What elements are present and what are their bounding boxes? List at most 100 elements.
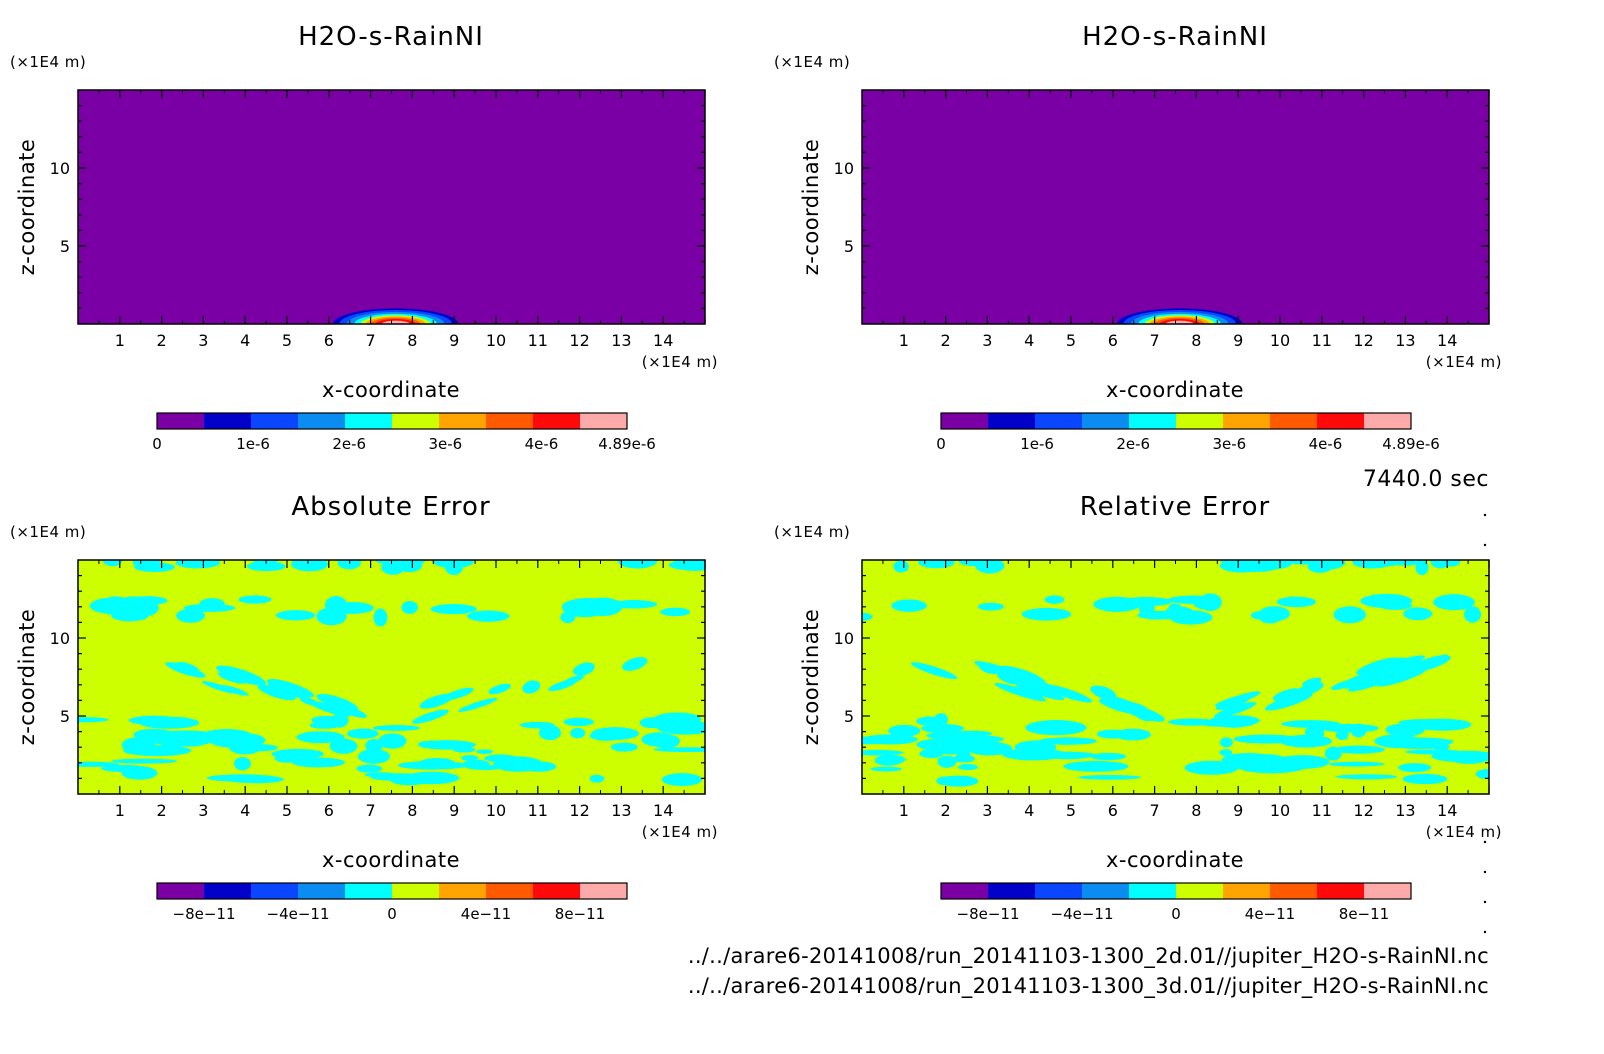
x-tick-label: 11 (1312, 331, 1332, 350)
x-tick-label: 7 (366, 331, 376, 350)
colorbar-swatch (941, 413, 989, 429)
error-patch (1015, 681, 1046, 695)
x-tick-label: 9 (1233, 801, 1243, 820)
colorbar-swatch (1129, 883, 1177, 899)
plot-area (78, 90, 705, 324)
error-patch (418, 757, 456, 770)
colorbar-swatch (1176, 413, 1224, 429)
error-patch (412, 709, 449, 724)
error-patch (1374, 734, 1421, 749)
rain-contour-8 (381, 320, 410, 324)
error-patch (356, 764, 383, 773)
error-patch (617, 560, 658, 569)
error-patch (1096, 729, 1130, 739)
x-unit-label: (×1E4 m) (642, 353, 718, 371)
colorbar-swatch (298, 883, 346, 899)
error-patch (337, 743, 353, 752)
x-tick-label: 1 (115, 801, 125, 820)
error-patch (1137, 610, 1180, 620)
plot-area (862, 560, 1489, 794)
error-patch (175, 560, 220, 569)
colorbar-frame (940, 412, 1412, 430)
error-patch (1025, 720, 1087, 736)
colorbar-swatch (1364, 413, 1412, 429)
colorbar-label: −8e−11 (957, 905, 1020, 923)
colorbar-label: 8e−11 (555, 905, 605, 923)
error-patch (233, 756, 251, 771)
colorbar-swatch (533, 883, 581, 899)
error-patch (1373, 598, 1401, 609)
error-patch (1332, 745, 1385, 754)
colorbar-label: 4.89e-6 (1382, 435, 1440, 453)
colorbar-swatch (941, 883, 989, 899)
error-patch (1274, 755, 1330, 769)
colorbar-label: 0 (936, 435, 946, 453)
y-tick-label: 5 (60, 237, 70, 256)
error-patch (202, 681, 237, 694)
y-unit-label: (×1E4 m) (774, 523, 850, 541)
colorbar-swatch (392, 883, 440, 899)
plot-area (862, 90, 1489, 324)
error-patch (966, 741, 1013, 756)
x-tick-label: 13 (611, 331, 631, 350)
error-patch (957, 764, 978, 771)
x-tick-label: 14 (653, 331, 673, 350)
colorbar-label: 3e-6 (1212, 435, 1246, 453)
error-patch (1271, 697, 1296, 708)
error-patch (1198, 593, 1222, 612)
error-patch (134, 562, 175, 572)
error-patch (430, 603, 477, 615)
colorbar-swatch (345, 883, 393, 899)
timestamp: 7440.0 sec (1363, 467, 1489, 492)
x-tick-label: 10 (1270, 801, 1290, 820)
error-patch (111, 758, 178, 764)
x-axis-label: x-coordinate (322, 848, 460, 872)
error-patch (365, 739, 383, 753)
x-tick-label: 4 (1024, 801, 1034, 820)
y-tick-label: 5 (60, 707, 70, 726)
x-tick-label: 6 (1108, 801, 1118, 820)
x-unit-label: (×1E4 m) (1426, 353, 1502, 371)
error-patch (916, 738, 977, 752)
x-tick-label: 11 (1312, 801, 1332, 820)
error-patch (1333, 606, 1366, 624)
error-patch (257, 684, 296, 701)
error-patch (1356, 657, 1401, 676)
x-tick-label: 3 (982, 331, 992, 350)
error-patch (390, 775, 428, 786)
error-patch (1090, 685, 1117, 700)
error-patch (997, 665, 1046, 686)
error-patch (128, 715, 179, 726)
colorbar-swatch (1223, 413, 1271, 429)
error-patch (918, 560, 955, 569)
panel-title: H2O-s-RainNI (298, 22, 484, 52)
rain-contour-8 (1165, 320, 1194, 324)
error-patch (563, 717, 594, 727)
x-tick-label: 13 (1395, 801, 1415, 820)
colorbar: 0 1e-6 2e-6 3e-6 4e-6 4.89e-6 (152, 412, 656, 453)
error-patch (337, 560, 362, 570)
error-patch (467, 610, 510, 622)
colorbar-swatch (580, 883, 628, 899)
error-patch (176, 608, 206, 623)
error-patch (1276, 596, 1316, 608)
error-patch (1063, 760, 1129, 772)
field-background (78, 560, 705, 794)
error-patch (862, 736, 900, 745)
x-tick-label: 1 (899, 331, 909, 350)
colorbar-label: 0 (1171, 905, 1181, 923)
x-tick-label: 2 (941, 331, 951, 350)
error-patch (266, 678, 314, 698)
x-tick-label: 12 (569, 331, 589, 350)
error-patch (591, 727, 639, 740)
y-unit-label: (×1E4 m) (774, 53, 850, 71)
colorbar-label: −4e−11 (267, 905, 330, 923)
colorbar-label: 2e-6 (1116, 435, 1150, 453)
colorbar-swatch (1176, 883, 1224, 899)
colorbar-label: 0 (387, 905, 397, 923)
x-axis-label: x-coordinate (322, 378, 460, 402)
panel-top-left: H2O-s-RainNI (×1E4 m) 1 2 3 4 5 6 7 8 9 10 11 12 13 1… (10, 22, 718, 453)
x-tick-label: 8 (407, 331, 417, 350)
colorbar-label: 0 (152, 435, 162, 453)
